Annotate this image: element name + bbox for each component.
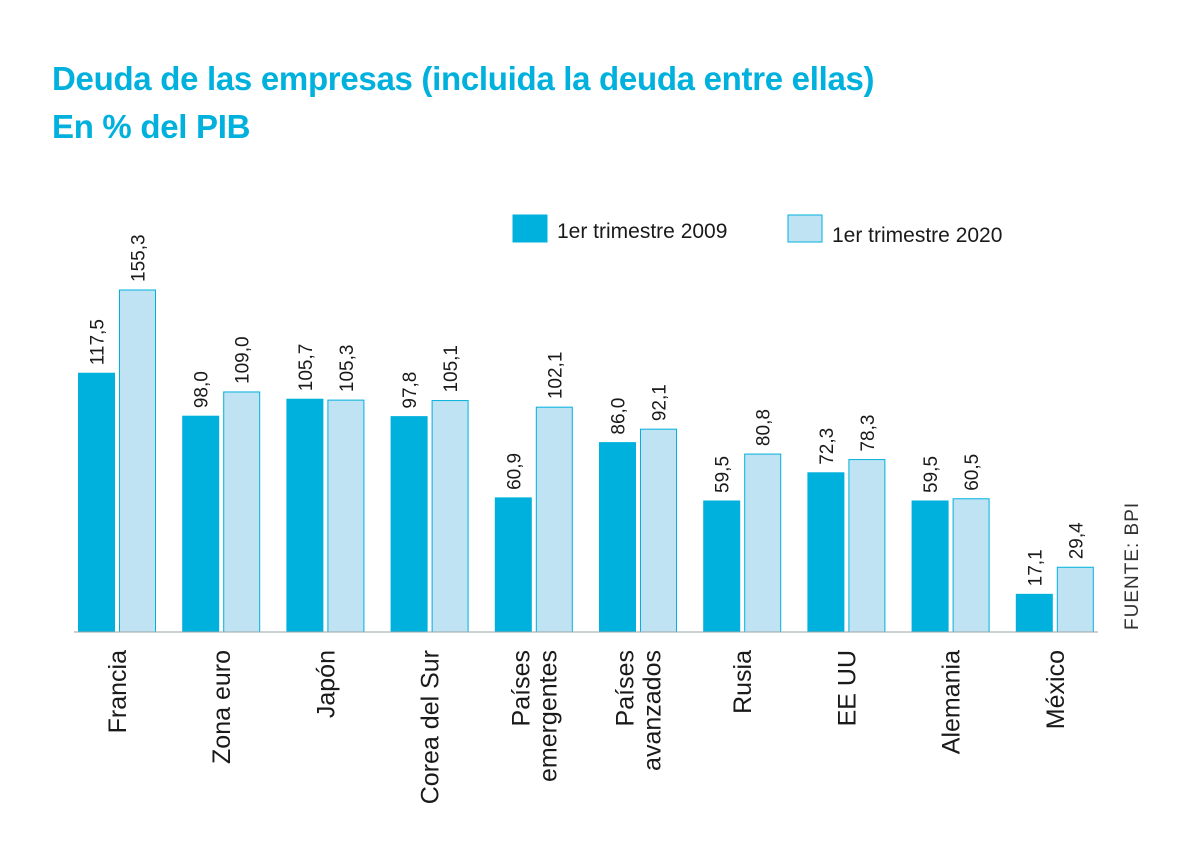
category-labels-group: Francia Zona euro Japón Corea del Sur Países… [104, 650, 1070, 804]
value-label: 80,8 [754, 409, 775, 446]
bar-2009-7 [807, 472, 845, 633]
bar-2009-1 [182, 415, 220, 633]
legend-label-2009: 1er trimestre 2009 [557, 220, 727, 243]
value-label: 109,0 [233, 336, 254, 384]
bar-2009-0 [78, 372, 115, 633]
bar-2020-9 [1056, 566, 1094, 633]
category-label: Alemania [938, 650, 966, 754]
bar-2009-8 [911, 500, 949, 633]
value-label: 105,7 [296, 344, 317, 392]
value-label: 92,1 [650, 384, 671, 421]
value-label: 155,3 [129, 234, 150, 282]
bar-2020-3 [431, 400, 469, 633]
legend-swatch-2009 [512, 214, 548, 243]
bar-2009-2 [286, 398, 324, 633]
value-label: 59,5 [921, 456, 942, 493]
value-label: 97,8 [400, 372, 421, 409]
category-label: México [1042, 650, 1070, 729]
value-label: 98,0 [192, 371, 213, 408]
category-label: avanzados [639, 650, 667, 771]
bar-2020-8 [952, 498, 990, 633]
bar-2009-4 [494, 497, 532, 633]
bar-2020-7 [848, 459, 886, 633]
value-label: 105,1 [441, 345, 462, 393]
category-label: Rusia [729, 650, 757, 714]
bar-2020-0 [119, 289, 156, 633]
value-label: 78,3 [858, 415, 879, 452]
bar-2020-2 [327, 399, 365, 633]
value-label: 86,0 [609, 398, 630, 435]
value-label: 72,3 [817, 428, 838, 465]
value-label: 29,4 [1066, 522, 1087, 559]
value-label: 60,5 [962, 454, 983, 491]
chart-subtitle: En % del PIB [52, 108, 251, 145]
category-label: Japón [312, 650, 340, 718]
chart-title: Deuda de las empresas (incluida la deuda… [52, 60, 875, 97]
bar-2009-3 [390, 416, 428, 633]
category-label: emergentes [534, 650, 562, 782]
bar-2009-9 [1015, 593, 1053, 633]
value-label: 60,9 [504, 453, 525, 490]
value-label: 17,1 [1025, 549, 1046, 586]
bar-2020-1 [223, 391, 261, 633]
bar-2020-4 [535, 406, 573, 633]
bar-2020-5 [640, 428, 677, 633]
source-note: FUENTE: BPI [1122, 502, 1143, 630]
value-label: 117,5 [88, 319, 109, 365]
bar-2020-6 [744, 453, 782, 633]
legend: 1er trimestre 2009 1er trimestre 2020 [512, 214, 1002, 247]
bar-2009-5 [599, 442, 636, 633]
value-labels-group: 117,5 155,3 98,0 109,0 105,7 105,3 97,8 105,1 60… [88, 234, 1088, 586]
category-label: Francia [104, 650, 132, 733]
value-label: 102,1 [545, 352, 566, 400]
legend-swatch-2020 [787, 214, 823, 243]
bar-2009-6 [703, 500, 741, 633]
category-label: Corea del Sur [417, 650, 445, 804]
value-label: 105,3 [337, 345, 358, 393]
value-label: 59,5 [713, 456, 734, 493]
bars-group [74, 289, 1098, 633]
category-label: Países [507, 650, 535, 726]
category-label: EE UU [833, 650, 861, 726]
category-label: Países [612, 650, 640, 726]
category-label: Zona euro [208, 650, 236, 764]
legend-label-2020: 1er trimestre 2020 [832, 224, 1002, 247]
